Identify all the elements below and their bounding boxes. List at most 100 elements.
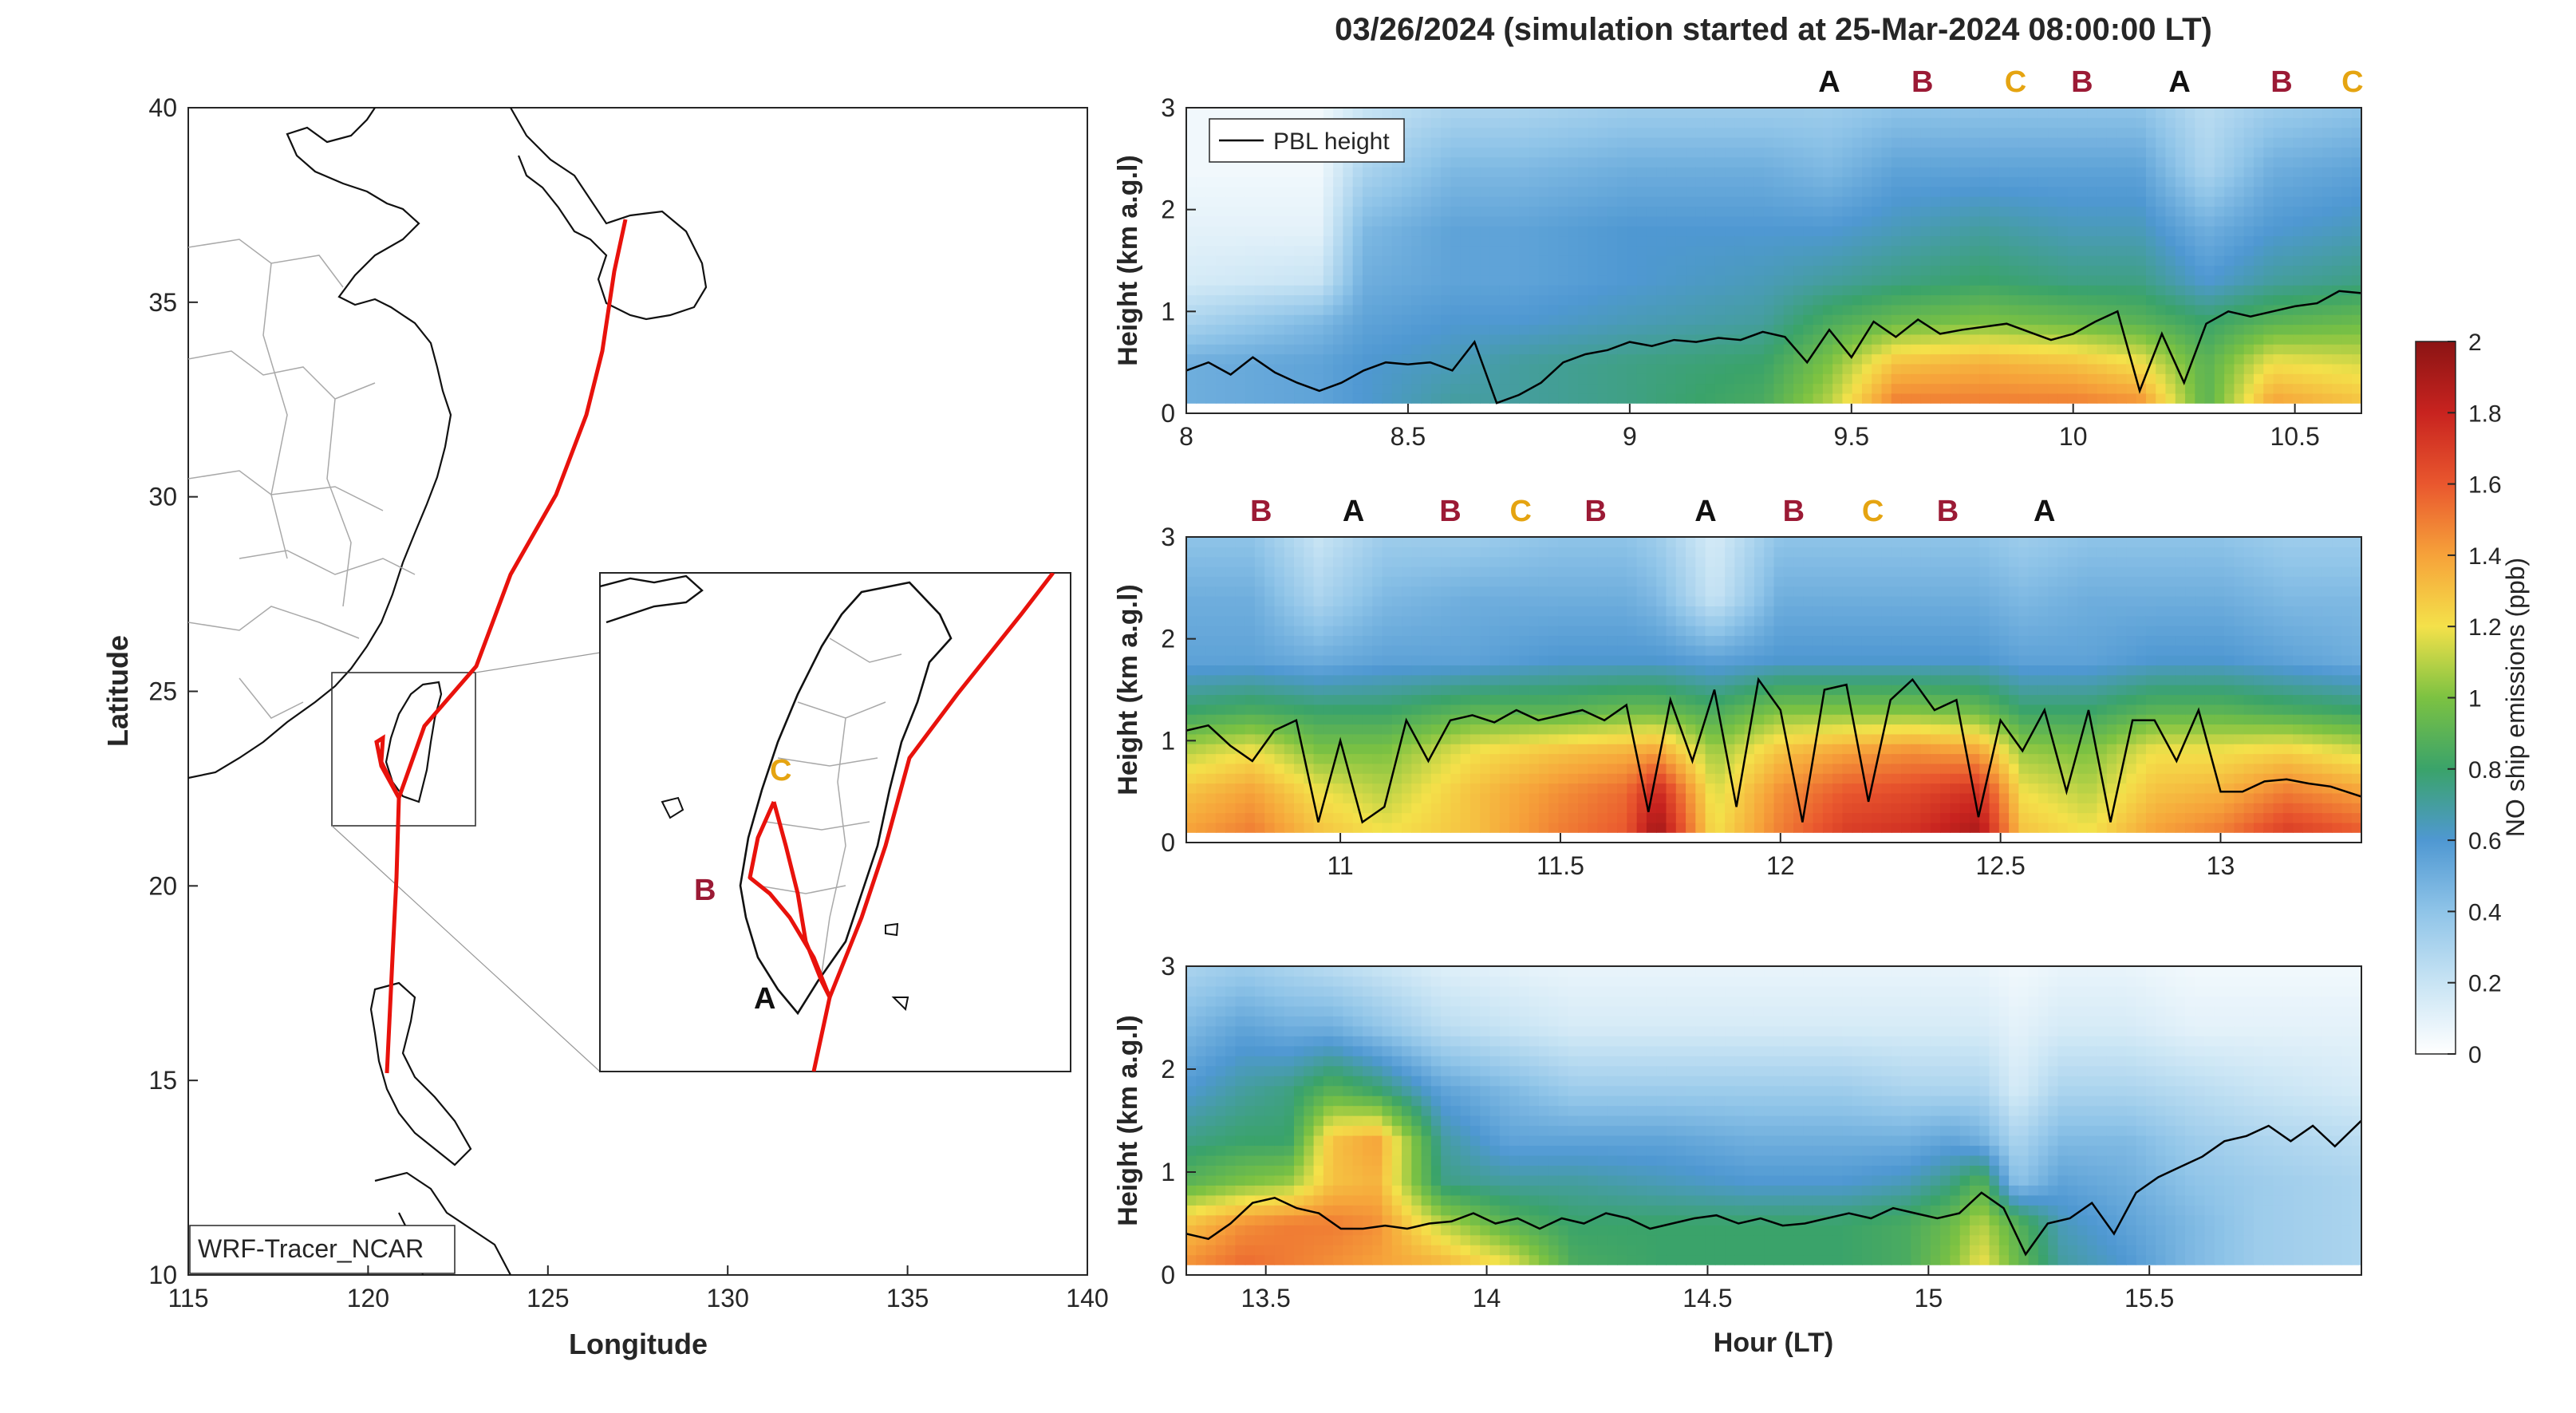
field-cell <box>1304 547 1315 558</box>
field-cell <box>1970 196 1980 207</box>
field-cell <box>1666 274 1677 286</box>
field-cell <box>1920 383 1931 394</box>
field-cell <box>2106 206 2117 217</box>
field-cell <box>1411 566 1422 577</box>
field-cell <box>1205 324 1217 335</box>
field-cell <box>1499 117 1510 128</box>
field-cell <box>1529 314 1540 326</box>
field-cell <box>1656 206 1667 217</box>
field-cell <box>1225 635 1236 646</box>
field-cell <box>1480 344 1491 355</box>
field-cell <box>1911 127 1922 138</box>
field-cell <box>1617 206 1627 217</box>
field-cell <box>1430 773 1442 784</box>
field-cell <box>1558 373 1569 385</box>
field-cell <box>1627 206 1638 217</box>
field-cell <box>1519 753 1530 764</box>
field-cell <box>1323 363 1334 374</box>
field-cell <box>1891 304 1902 315</box>
field-cell <box>1402 285 1412 296</box>
field-cell <box>2038 363 2049 374</box>
field-cell <box>2263 147 2274 158</box>
field-cell <box>1382 215 1393 227</box>
field-cell <box>1489 704 1501 715</box>
field-cell <box>1695 137 1706 148</box>
field-cell <box>2077 117 2088 128</box>
field-cell <box>1245 596 1256 606</box>
field-cell <box>1940 314 1951 326</box>
field-cell <box>1245 773 1256 784</box>
field-cell <box>1568 196 1579 207</box>
field-cell <box>2145 294 2156 306</box>
field-cell <box>1558 724 1569 735</box>
field-cell <box>1333 265 1344 276</box>
field-cell <box>1675 294 1686 306</box>
field-cell <box>1284 344 1295 355</box>
field-cell <box>1460 635 1471 646</box>
field-cell <box>2214 137 2225 148</box>
field-cell <box>1734 393 1746 404</box>
field-cell <box>1656 196 1667 207</box>
field-cell <box>1558 265 1569 276</box>
field-cell <box>1362 576 1373 587</box>
field-cell <box>1940 334 1951 345</box>
field-cell <box>1597 694 1608 705</box>
field-cell <box>1548 685 1560 696</box>
field-cell <box>1538 822 1549 833</box>
field-cell <box>2293 167 2303 177</box>
field-cell <box>1460 226 1471 237</box>
field-cell <box>2332 235 2343 247</box>
field-cell <box>1372 783 1383 794</box>
field-cell <box>2145 226 2156 237</box>
field-cell <box>2312 324 2323 335</box>
field-cell <box>1499 704 1510 715</box>
field-cell <box>2156 117 2167 128</box>
field-cell <box>1333 206 1344 217</box>
field-cell <box>1783 127 1794 138</box>
field-cell <box>1294 763 1304 774</box>
field-cell <box>2302 108 2314 118</box>
field-cell <box>2224 294 2235 306</box>
field-cell <box>1215 285 1226 296</box>
field-cell <box>1548 635 1560 646</box>
field-cell <box>2136 226 2147 237</box>
field-cell <box>1372 274 1383 286</box>
field-cell <box>1196 803 1207 814</box>
field-cell <box>1636 127 1647 138</box>
field-cell <box>2077 344 2088 355</box>
field-cell <box>1627 314 1638 326</box>
field-cell <box>1558 576 1569 587</box>
field-cell <box>2106 334 2117 345</box>
field-cell <box>1205 274 1217 286</box>
field-cell <box>1989 324 2000 335</box>
field-cell <box>2057 226 2069 237</box>
field-cell <box>1646 196 1657 207</box>
field-cell <box>2234 156 2245 168</box>
field-cell <box>1352 274 1363 286</box>
field-cell <box>1881 167 1892 177</box>
field-cell <box>1568 127 1579 138</box>
field-cell <box>1333 324 1344 335</box>
field-cell <box>2243 353 2254 365</box>
field-cell <box>1352 304 1363 315</box>
field-cell <box>1205 294 1217 306</box>
field-cell <box>1460 274 1471 286</box>
field-cell <box>2341 127 2353 138</box>
field-cell <box>1480 645 1491 656</box>
field-cell <box>2263 137 2274 148</box>
field-cell <box>2087 265 2098 276</box>
field-cell <box>1578 753 1588 764</box>
field-cell <box>1793 274 1804 286</box>
field-cell <box>2048 285 2059 296</box>
field-cell <box>1636 235 1647 247</box>
field-cell <box>1891 156 1902 168</box>
field-cell <box>1499 714 1510 725</box>
field-cell <box>1813 147 1824 158</box>
field-cell <box>1538 547 1549 558</box>
field-cell <box>2097 235 2108 247</box>
field-cell <box>1509 635 1520 646</box>
field-cell <box>1264 383 1276 394</box>
field-cell <box>1773 245 1785 256</box>
field-cell <box>2234 274 2245 286</box>
field-cell <box>1480 117 1491 128</box>
